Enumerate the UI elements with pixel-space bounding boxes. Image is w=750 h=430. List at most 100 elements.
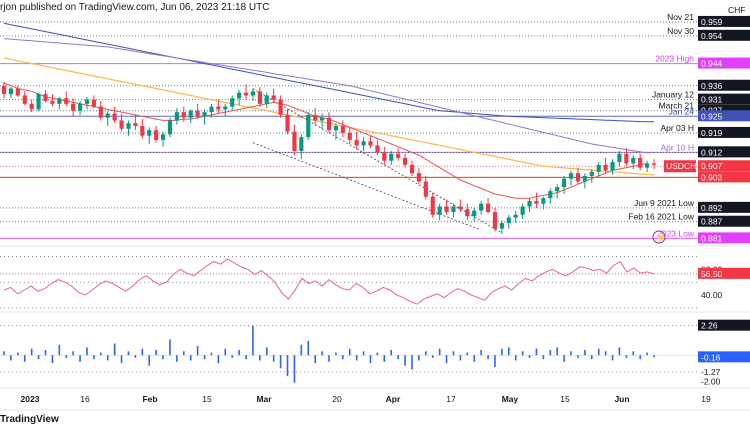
price-tag-bg xyxy=(698,29,750,41)
price-tag-bg xyxy=(698,126,750,138)
candle-body xyxy=(527,200,532,207)
candle-body xyxy=(430,196,435,215)
candle-body xyxy=(423,181,428,197)
candle-body xyxy=(465,209,470,217)
price-tag-bg xyxy=(698,215,750,227)
candle-body xyxy=(50,101,55,104)
candle-body xyxy=(548,191,553,199)
candle-body xyxy=(119,120,124,129)
candle-body xyxy=(223,106,228,110)
candle-body xyxy=(458,206,463,210)
time-tick-label: Apr xyxy=(386,394,401,404)
candle-body xyxy=(340,126,345,133)
candle-body xyxy=(596,164,601,172)
time-tick-label: Mar xyxy=(256,394,272,404)
candle-body xyxy=(506,217,511,224)
candle-body xyxy=(195,110,200,117)
price-tag-label: 0.892 xyxy=(701,203,723,213)
candle-body xyxy=(160,134,166,140)
time-tick-label: 15 xyxy=(202,394,212,404)
candle-body xyxy=(216,106,221,110)
price-tag-label: 0.944 xyxy=(701,59,723,69)
price-tag-label: 0.954 xyxy=(701,31,723,41)
time-tick-label: Feb xyxy=(142,394,157,404)
candle-body xyxy=(29,103,34,110)
candle-body xyxy=(333,126,338,131)
lightning-icon-glyph: ⚡ xyxy=(656,233,667,244)
candle-body xyxy=(562,178,567,188)
rsi-tick-label: 40.00 xyxy=(701,290,723,300)
candle-body xyxy=(320,117,325,121)
candle-body xyxy=(451,206,456,213)
candle-body xyxy=(105,113,110,118)
candle-body xyxy=(202,112,207,117)
time-tick-label: 20 xyxy=(332,394,342,404)
candle-body xyxy=(188,110,193,118)
time-tick-label: 19 xyxy=(701,394,711,404)
lightning-icon xyxy=(652,230,666,244)
level-label: Apr 03 H xyxy=(660,123,694,133)
price-tag-label: 0.903 xyxy=(701,172,723,182)
time-tick-label: Jun xyxy=(614,394,629,404)
candle-body xyxy=(472,210,477,217)
symbol-tag-label: USDCHF xyxy=(666,161,701,171)
osc-tag-bg xyxy=(698,351,750,363)
candle-body xyxy=(313,114,318,121)
price-tag-label: 0.919 xyxy=(701,128,723,138)
candle-body xyxy=(230,98,235,107)
candle-body xyxy=(631,157,636,164)
candle-body xyxy=(271,95,276,100)
candle-body xyxy=(347,132,352,140)
price-tag-bg xyxy=(698,79,750,91)
candle-body xyxy=(84,99,90,104)
candle-body xyxy=(299,137,304,151)
candle-body xyxy=(617,153,622,163)
price-tag-bg xyxy=(698,171,750,183)
osc-tag-bg xyxy=(698,319,750,331)
candle-body xyxy=(257,91,262,104)
osc-value-tag: -0.16 xyxy=(701,352,721,362)
level-label: Jan 24 xyxy=(668,106,694,116)
time-tick-label: 16 xyxy=(80,394,90,404)
candle-body xyxy=(22,95,27,104)
level-label: Nov 30 xyxy=(667,26,694,36)
candle-body xyxy=(167,120,173,135)
candle-body xyxy=(15,88,20,96)
candle-body xyxy=(479,203,484,211)
candle-body xyxy=(250,91,256,96)
candle-body xyxy=(382,152,387,161)
candle-body xyxy=(603,164,608,171)
level-label: Apr 10 H xyxy=(660,142,694,152)
price-tag-bg xyxy=(698,232,750,244)
candle-body xyxy=(306,114,311,138)
candle-body xyxy=(568,173,574,179)
sma-100-line xyxy=(3,38,655,154)
candle-body xyxy=(209,106,214,113)
candle-body xyxy=(8,88,13,95)
price-tag-label: 0.959 xyxy=(701,17,723,27)
candle-body xyxy=(396,153,401,158)
candle-body xyxy=(71,103,76,111)
price-tag-bg xyxy=(698,201,750,213)
candle-body xyxy=(91,99,96,107)
candle-body xyxy=(610,162,615,171)
sma-20-line xyxy=(3,82,648,199)
time-tick-label: May xyxy=(502,394,519,404)
candle-body xyxy=(437,206,442,215)
candle-body xyxy=(389,153,394,161)
level-label: 2023 Low xyxy=(657,228,695,238)
candle-body xyxy=(1,85,7,95)
candle-body xyxy=(582,175,587,182)
trendline-lower xyxy=(252,142,482,231)
candle-body xyxy=(520,206,525,215)
price-tag-bg xyxy=(698,93,750,105)
osc-tick-label: -2.00 xyxy=(701,376,721,386)
rsi-line xyxy=(3,258,655,305)
time-tick-label: 15 xyxy=(560,394,570,404)
candle-body xyxy=(541,198,546,204)
candle-body xyxy=(485,203,491,213)
candle-body xyxy=(57,98,62,104)
osc-tick-label: 2.26 xyxy=(701,321,718,331)
price-tag-bg xyxy=(698,160,750,172)
